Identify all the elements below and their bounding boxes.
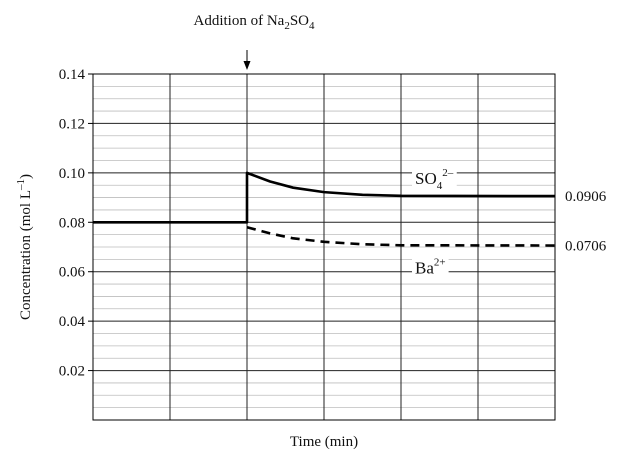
addition-arrow <box>243 50 251 70</box>
plot-frame <box>92 73 556 421</box>
label-background <box>412 256 449 278</box>
y-tick-label: 0.02 <box>59 364 85 380</box>
grid <box>93 74 555 420</box>
y-tick-label: 0.10 <box>59 166 85 182</box>
series-label-barium: Ba2+ <box>415 257 446 278</box>
series-line-barium <box>246 225 556 247</box>
sulfate-end-value: 0.0906 <box>565 189 607 205</box>
x-axis-title: Time (min) <box>290 434 358 450</box>
y-tick-label: 0.12 <box>59 116 85 132</box>
barium-end-value: 0.0706 <box>565 239 607 255</box>
addition-annotation: Addition of Na2SO4 <box>193 13 315 32</box>
y-tick-label: 0.04 <box>59 314 86 330</box>
y-tick-label: 0.08 <box>59 215 85 231</box>
series-line-sulfate <box>93 171 556 224</box>
series-layer <box>93 171 556 247</box>
y-axis-ticks: 0.02 0.04 0.06 0.08 0.10 0.12 0.14 <box>59 67 93 380</box>
series-label-sulfate: SO42– <box>415 167 454 192</box>
y-axis-title: Concentration (mol L–1) <box>15 174 34 320</box>
label-background <box>412 167 457 193</box>
y-tick-label: 0.06 <box>59 265 86 281</box>
y-tick-label: 0.14 <box>59 67 86 83</box>
